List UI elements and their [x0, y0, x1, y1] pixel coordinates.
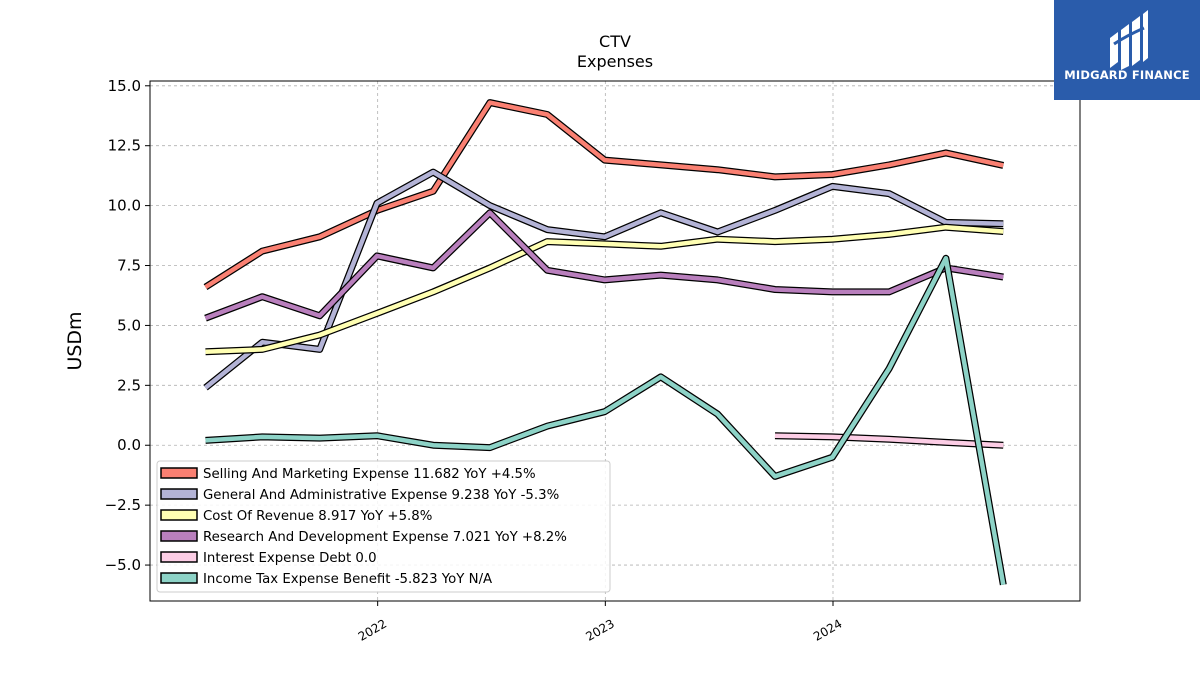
legend-item: Interest Expense Debt 0.0: [160, 551, 377, 566]
legend-swatch: [160, 572, 198, 584]
legend-label: Income Tax Expense Benefit -5.823 YoY N/…: [203, 572, 492, 587]
x-tick-label: 2022: [356, 616, 389, 643]
legend-label: Research And Development Expense 7.021 Y…: [203, 530, 567, 545]
x-axis: 2022 2023 2024: [356, 601, 844, 644]
logo-text: MIDGARD FINANCE: [1064, 68, 1190, 82]
legend-swatch: [160, 509, 198, 521]
legend-label: Interest Expense Debt 0.0: [203, 551, 377, 566]
y-axis-label: USDm: [64, 311, 86, 370]
series-line: [205, 224, 1004, 355]
series-research-and-development-expense: [204, 209, 1004, 322]
y-tick-label: 7.5: [117, 257, 141, 275]
legend-item: Income Tax Expense Benefit -5.823 YoY N/…: [160, 572, 492, 587]
x-tick-label: 2023: [583, 616, 616, 643]
legend-swatch: [160, 530, 198, 542]
chart-title: CTV: [599, 32, 631, 51]
grid-lines: [150, 81, 1080, 601]
plot-frame: [149, 80, 1081, 602]
series-cost-of-revenue: [205, 223, 1004, 356]
legend-item: Cost Of Revenue 8.917 YoY +5.8%: [160, 509, 432, 524]
y-tick-label: −5.0: [105, 556, 141, 574]
y-tick-label: 2.5: [117, 376, 141, 394]
legend: Selling And Marketing Expense 11.682 YoY…: [156, 460, 611, 593]
series-line: [205, 256, 1006, 586]
series-line: [204, 100, 1004, 290]
legend-swatch: [160, 551, 198, 563]
legend-box: [156, 460, 611, 593]
series-interest-expense-debt: [774, 432, 1004, 449]
series-line: [204, 210, 1004, 321]
midgard-finance-logo: MIDGARD FINANCE: [1054, 0, 1200, 100]
y-axis: −5.0 −2.5 0.0 2.5 5.0 7.5 10.0 12.5 15.0: [105, 77, 150, 574]
series-income-tax-expense-benefit: [205, 254, 1007, 586]
legend-swatch: [160, 467, 198, 479]
legend-label: General And Administrative Expense 9.238…: [203, 488, 559, 503]
y-tick-label: 0.0: [117, 436, 141, 454]
chart-subtitle: Expenses: [577, 52, 653, 71]
series-line: [774, 433, 1004, 448]
legend-item: Research And Development Expense 7.021 Y…: [160, 530, 567, 545]
legend-swatch: [160, 488, 198, 500]
y-tick-label: 5.0: [117, 316, 141, 334]
series-lines: [203, 99, 1007, 586]
y-tick-label: 15.0: [108, 77, 141, 95]
legend-label: Selling And Marketing Expense 11.682 YoY…: [203, 467, 536, 482]
y-tick-label: 12.5: [108, 137, 141, 155]
y-tick-label: −2.5: [105, 496, 141, 514]
logo-mark-icon: [1110, 10, 1148, 70]
legend-item: General And Administrative Expense 9.238…: [160, 488, 559, 503]
legend-item: Selling And Marketing Expense 11.682 YoY…: [160, 467, 536, 482]
series-selling-and-marketing-expense: [203, 99, 1005, 291]
legend-label: Cost Of Revenue 8.917 YoY +5.8%: [203, 509, 432, 524]
y-tick-label: 10.0: [108, 197, 141, 215]
x-tick-label: 2024: [811, 616, 844, 643]
